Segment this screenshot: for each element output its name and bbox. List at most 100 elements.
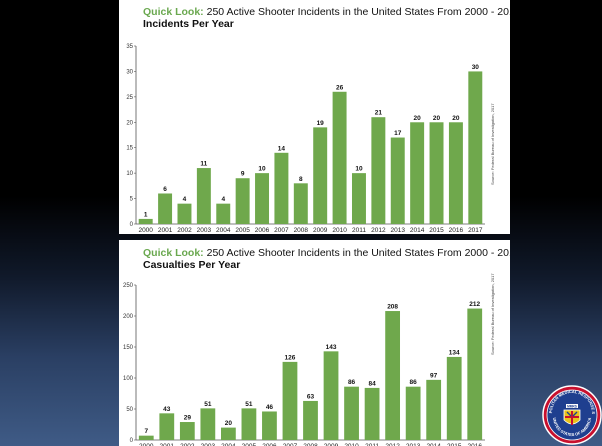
bar-data-label: 4 xyxy=(183,196,187,203)
title-text: 250 Active Shooter Incidents in the Unit… xyxy=(203,247,510,259)
bar xyxy=(446,356,462,440)
bar xyxy=(293,183,308,224)
badge-center-banner xyxy=(566,404,578,408)
bar xyxy=(235,178,250,224)
x-tick-label: 2001 xyxy=(158,227,173,234)
bar-data-label: 29 xyxy=(184,415,192,422)
x-tick-label: 2008 xyxy=(303,443,318,446)
x-tick-label: 2015 xyxy=(429,227,444,234)
bar xyxy=(429,122,444,224)
bar xyxy=(255,173,270,224)
x-tick-label: 2001 xyxy=(160,443,175,446)
bar-data-label: 11 xyxy=(200,161,207,168)
bar xyxy=(364,387,380,440)
x-tick-label: 2009 xyxy=(313,227,328,234)
y-tick-label: 0 xyxy=(130,438,134,444)
bar-data-label: 86 xyxy=(410,379,418,386)
y-tick-label: 35 xyxy=(126,44,133,50)
incidents-source-note: Source: Federal Bureau of Investigation,… xyxy=(490,103,495,185)
bar-data-label: 19 xyxy=(317,120,325,127)
x-tick-label: 2007 xyxy=(283,443,298,446)
bar xyxy=(216,203,231,224)
y-tick-label: 0 xyxy=(130,222,134,228)
bar xyxy=(177,203,192,224)
mmrs-seal-logo: METROPOLITAN MEDICAL RESPONSE SYSTEM UNI… xyxy=(541,380,602,445)
x-tick-label: 2000 xyxy=(138,227,153,234)
incidents-chart-title: Quick Look: 250 Active Shooter Incidents… xyxy=(143,6,510,18)
bar xyxy=(303,400,318,440)
bar-data-label: 86 xyxy=(348,379,356,386)
x-tick-label: 2004 xyxy=(221,443,236,446)
bar xyxy=(313,127,328,224)
bar-data-label: 212 xyxy=(469,301,480,308)
bar-data-label: 4 xyxy=(221,196,225,203)
bar-data-label: 43 xyxy=(163,406,171,413)
y-tick-label: 5 xyxy=(130,197,134,203)
bar xyxy=(159,413,175,440)
x-tick-label: 2004 xyxy=(216,227,231,234)
x-tick-label: 2011 xyxy=(352,227,366,234)
quick-look-label: Quick Look: xyxy=(143,6,204,18)
bar-data-label: 63 xyxy=(307,393,315,400)
y-tick-label: 20 xyxy=(126,120,133,126)
bar-data-label: 143 xyxy=(326,344,337,351)
x-tick-label: 2009 xyxy=(324,443,339,446)
bar-data-label: 20 xyxy=(433,115,441,122)
x-tick-label: 2005 xyxy=(242,443,257,446)
y-tick-label: 10 xyxy=(126,171,133,177)
x-tick-label: 2016 xyxy=(468,443,483,446)
x-tick-label: 2010 xyxy=(344,443,359,446)
x-tick-label: 2017 xyxy=(468,227,483,234)
bar xyxy=(282,361,298,440)
bar xyxy=(138,435,154,440)
x-tick-label: 2006 xyxy=(262,443,277,446)
x-tick-label: 2015 xyxy=(447,443,462,446)
bar-data-label: 10 xyxy=(355,166,363,173)
bar-data-label: 8 xyxy=(299,176,303,183)
x-tick-label: 2014 xyxy=(426,443,441,446)
y-tick-label: 25 xyxy=(126,95,133,101)
bar xyxy=(262,411,277,440)
bar xyxy=(426,379,442,440)
bar-data-label: 14 xyxy=(278,145,286,152)
bar xyxy=(410,122,425,224)
x-tick-label: 2014 xyxy=(410,227,425,234)
badge-center-text: MMRS xyxy=(567,404,577,408)
bar xyxy=(351,173,366,224)
casualties-chart-title: Quick Look: 250 Active Shooter Incidents… xyxy=(143,247,510,259)
y-tick-label: 100 xyxy=(123,376,134,382)
x-tick-label: 2013 xyxy=(406,443,421,446)
casualties-chart-subtitle: Casualties Per Year xyxy=(143,259,241,271)
x-tick-label: 2013 xyxy=(391,227,406,234)
bar-data-label: 21 xyxy=(375,110,383,117)
x-tick-label: 2012 xyxy=(385,443,400,446)
bar-data-label: 20 xyxy=(452,115,460,122)
bar xyxy=(179,422,195,440)
y-tick-label: 15 xyxy=(126,146,133,152)
x-tick-label: 2002 xyxy=(180,443,195,446)
casualties-bar-chart: 0 50 100 150 200 250 7 2000 43 2001 29 2002 51 2003 20… xyxy=(123,283,485,446)
x-tick-label: 2005 xyxy=(235,227,250,234)
incidents-bar-chart: 0 5 10 15 20 25 30 35 1 2000 6 2001 4 2002 11 2003 4 2004… xyxy=(126,44,485,234)
bar-data-label: 126 xyxy=(285,354,296,361)
bar-data-label: 97 xyxy=(430,372,438,379)
x-tick-label: 2012 xyxy=(371,227,386,234)
title-text: 250 Active Shooter Incidents in the Unit… xyxy=(203,6,510,18)
badge-emblem-marks xyxy=(566,411,578,417)
bar xyxy=(468,71,483,224)
bar xyxy=(405,386,421,440)
bar xyxy=(467,308,483,440)
bar xyxy=(323,351,339,440)
x-tick-label: 2011 xyxy=(365,443,379,446)
y-tick-label: 250 xyxy=(123,283,134,289)
bar xyxy=(241,408,257,440)
bar-data-label: 84 xyxy=(368,380,376,387)
x-tick-label: 2006 xyxy=(255,227,270,234)
bar xyxy=(274,152,289,224)
bar xyxy=(390,137,405,224)
bar xyxy=(385,311,401,440)
bar-data-label: 208 xyxy=(387,304,398,311)
bar xyxy=(138,218,153,224)
x-tick-label: 2003 xyxy=(197,227,212,234)
x-tick-label: 2007 xyxy=(274,227,289,234)
